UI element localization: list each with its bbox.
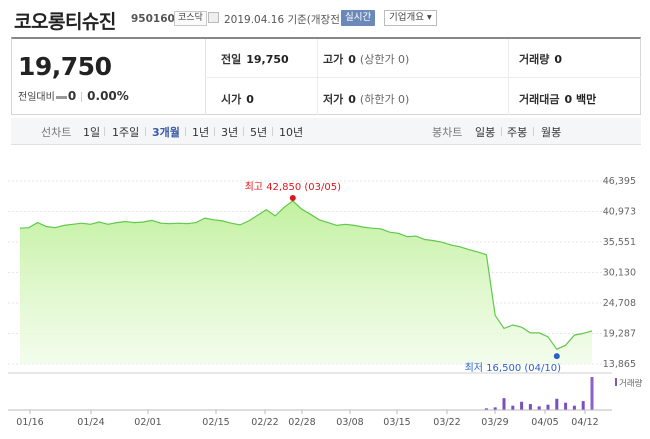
x-tick-label: 04/12 xyxy=(571,417,598,428)
volume-bar xyxy=(555,398,559,410)
x-tick-label: 01/24 xyxy=(77,417,104,428)
change-label: 전일대비 xyxy=(18,92,55,103)
current-price: 19,750 xyxy=(18,52,112,81)
tab-weekly[interactable]: 주봉 xyxy=(507,126,528,139)
x-tick-label: 02/15 xyxy=(202,417,229,428)
tab-1d[interactable]: 1일 xyxy=(83,126,101,139)
tab-5y[interactable]: 5년 xyxy=(250,126,268,139)
line-chart-label: 선차트 xyxy=(41,126,72,139)
tab-1y[interactable]: 1년 xyxy=(192,126,210,139)
x-tick-label: 03/15 xyxy=(383,417,410,428)
chart-period-tabs: 선차트 1일 1주일 3개월 1년 3년 5년 10년 봉차트 일봉 주봉 월봉 xyxy=(11,118,641,145)
volume-bar xyxy=(581,401,585,410)
x-tick-label: 02/28 xyxy=(288,417,315,428)
x-tick-label: 02/22 xyxy=(251,417,278,428)
y-tick-label: 30,130 xyxy=(603,268,636,279)
max-point xyxy=(289,194,296,201)
volume-bar xyxy=(493,407,497,410)
volume-bar xyxy=(546,404,550,410)
volume-bar xyxy=(502,398,506,410)
stat-amount: 거래대금 0 백만 xyxy=(519,93,597,106)
y-tick-label: 13,865 xyxy=(603,359,636,370)
x-tick-label: 04/05 xyxy=(531,417,558,428)
tab-1w[interactable]: 1주일 xyxy=(112,126,140,139)
current-price-cell: 19,750 전일대비 0 0.00% xyxy=(12,39,206,115)
volume-legend-swatch xyxy=(615,378,617,386)
volume-bar xyxy=(511,405,515,410)
clock-icon xyxy=(208,12,219,23)
company-info-button[interactable]: 기업개요 ▾ xyxy=(384,10,437,26)
x-tick-label: 03/22 xyxy=(433,417,460,428)
candle-chart-label: 봉차트 xyxy=(432,126,463,139)
min-label: 최저 16,500 (04/10) xyxy=(465,362,561,374)
tab-monthly[interactable]: 월봉 xyxy=(541,126,562,139)
y-tick-label: 24,708 xyxy=(603,298,636,309)
volume-bar xyxy=(572,405,576,410)
volume-bar xyxy=(564,402,568,410)
volume-bar xyxy=(528,404,532,410)
x-tick-label: 02/01 xyxy=(134,417,161,428)
stat-low: 저가 0 (하한가 0) xyxy=(323,93,410,106)
market-badge: 코스닥 xyxy=(174,11,207,26)
price-summary: 19,750 전일대비 0 0.00% 전일 19,750 고가 0 (상한가 0) 거래… xyxy=(11,37,641,115)
change-percent: 0.00% xyxy=(87,89,129,103)
no-change-icon xyxy=(55,95,67,99)
price-line xyxy=(19,200,593,350)
volume-bar xyxy=(520,401,524,410)
price-area xyxy=(20,200,592,364)
tab-3m[interactable]: 3개월 xyxy=(152,126,180,139)
stock-header: 코오롱티슈진 950160 코스닥 2019.04.16 기준(개장전) 실시간… xyxy=(0,0,650,34)
realtime-button[interactable]: 실시간 xyxy=(341,10,376,26)
price-chart: 46,395 40,973 35,551 30,130 24,708 19,287 13,8… xyxy=(8,176,643,428)
x-tick-label: 01/16 xyxy=(16,417,43,428)
x-tick-label: 03/08 xyxy=(336,417,363,428)
x-tick-label: 03/29 xyxy=(481,417,508,428)
volume-bar xyxy=(590,377,594,410)
stat-high: 고가 0 (상한가 0) xyxy=(323,53,410,66)
max-label: 최고 42,850 (03/05) xyxy=(245,181,341,193)
stat-volume: 거래량 0 xyxy=(519,53,563,66)
change-value: 0 xyxy=(67,89,77,103)
y-tick-label: 40,973 xyxy=(603,207,636,218)
stat-open: 시가 0 xyxy=(221,93,254,106)
tab-10y[interactable]: 10년 xyxy=(279,126,304,139)
volume-bar xyxy=(537,406,541,410)
stock-code: 950160 xyxy=(131,13,175,25)
change-row: 전일대비 0 0.00% xyxy=(18,88,129,103)
stat-prev-close: 전일 19,750 xyxy=(221,53,289,66)
tab-daily[interactable]: 일봉 xyxy=(475,126,496,139)
tab-3y[interactable]: 3년 xyxy=(221,126,239,139)
base-date: 2019.04.16 기준(개장전) xyxy=(224,14,344,26)
min-point xyxy=(553,353,560,360)
volume-bar xyxy=(484,408,488,410)
y-tick-label: 35,551 xyxy=(603,237,636,248)
y-tick-label: 19,287 xyxy=(603,329,636,340)
volume-legend-label: 거래량 xyxy=(619,378,643,389)
stock-name: 코오롱티슈진 xyxy=(14,11,116,33)
y-tick-label: 46,395 xyxy=(603,176,636,187)
